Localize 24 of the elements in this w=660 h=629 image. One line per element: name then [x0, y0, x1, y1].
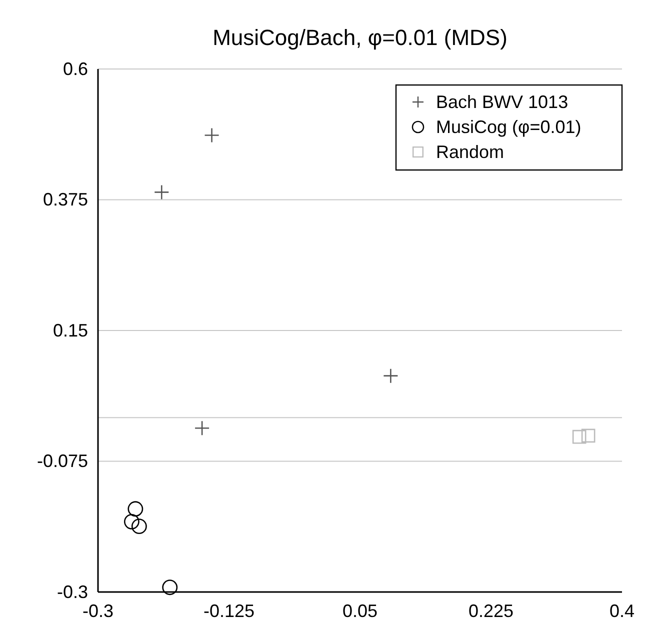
point	[124, 514, 140, 530]
point	[383, 368, 398, 384]
y-tick-label: 0.375	[42, 190, 88, 210]
point	[194, 420, 210, 436]
x-tick-label: -0.125	[203, 600, 255, 621]
point	[162, 580, 178, 596]
chart-title: MusiCog/Bach, φ=0.01 (MDS)	[212, 25, 508, 50]
y-tick-label: -0.3	[56, 582, 88, 602]
y-tick-label: -0.075	[36, 451, 88, 472]
x-tick-label: 0.4	[609, 600, 635, 621]
point	[572, 430, 586, 444]
x-tick-label: 0.225	[468, 600, 514, 621]
point	[128, 501, 144, 517]
point	[131, 518, 147, 534]
x-tick-label: 0.05	[342, 600, 378, 621]
legend-label: Bach BWV 1013	[436, 92, 568, 112]
point	[204, 128, 220, 143]
legend-label: Random	[436, 142, 504, 162]
x-tick-label: -0.3	[82, 600, 114, 621]
legend-label: MusiCog (φ=0.01)	[436, 117, 582, 137]
point	[154, 184, 170, 200]
y-tick-label: 0.15	[52, 320, 88, 340]
point	[581, 428, 596, 443]
y-tick-label: 0.6	[62, 58, 88, 79]
